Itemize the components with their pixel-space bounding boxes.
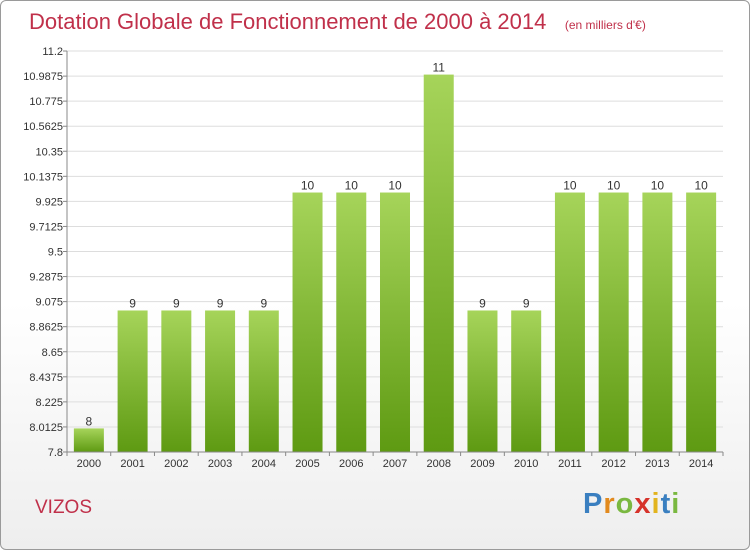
bar-value-label: 9 [479,296,486,310]
x-tick-label: 2012 [601,458,625,470]
bar [423,74,454,453]
bar [554,192,585,452]
bar-value-label: 10 [651,179,665,193]
x-tick-label: 2004 [252,458,276,470]
bar-value-label: 9 [260,296,267,310]
y-tick-label: 8.225 [35,397,63,409]
y-tick-label: 9.2875 [29,272,63,284]
logo-letter: i [671,488,681,520]
y-tick-label: 11.2 [42,46,63,58]
y-tick-label: 9.7125 [29,221,63,233]
bar [73,428,104,452]
y-tick-label: 9.5 [48,247,63,259]
logo-letter: t [660,488,672,520]
bar-value-label: 10 [694,179,708,193]
proxiti-logo: Proxiti [583,488,680,521]
bar-value-label: 10 [345,179,359,193]
bar-value-label: 9 [523,296,530,310]
y-tick-label: 10.5625 [23,121,63,133]
x-tick-label: 2000 [77,458,101,470]
y-tick-label: 10.1375 [23,171,63,183]
y-tick-label: 10.35 [35,146,63,158]
bar [642,192,673,452]
logo-letter: r [603,488,616,520]
logo-letter: P [583,488,604,520]
x-tick-label: 2009 [470,458,494,470]
bar [292,192,323,452]
y-tick-label: 9.925 [35,196,63,208]
bar-value-label: 11 [432,61,445,75]
bar [380,192,410,452]
x-tick-label: 2002 [164,458,188,470]
bar-value-label: 9 [129,296,136,310]
bar-value-label: 10 [607,179,621,193]
bar-value-label: 10 [388,179,402,193]
logo-letter: i [651,488,661,520]
chart-subtitle: (en milliers d'€) [564,18,646,32]
bar [511,310,542,452]
bar [336,192,367,452]
x-tick-label: 2007 [383,458,407,470]
bars [73,74,717,453]
logo-letter: o [615,488,635,520]
x-tick-label: 2005 [295,458,319,470]
x-tick-label: 2006 [339,458,363,470]
bar [686,192,717,452]
bar [248,310,279,452]
title-row: Dotation Globale de Fonctionnement de 20… [29,9,646,35]
y-tick-label: 8.8625 [29,322,63,334]
commune-name: VIZOS [35,497,93,518]
bar [117,310,148,452]
x-tick-label: 2011 [558,458,582,470]
bar-value-label: 9 [173,296,180,310]
y-tick-label: 7.8 [48,447,63,459]
x-tick-label: 2014 [689,458,713,470]
bar-value-label: 8 [86,414,93,428]
bar [467,310,498,452]
bar-value-label: 10 [563,179,577,193]
x-tick-label: 2001 [120,458,144,470]
x-tick-label: 2013 [645,458,669,470]
y-tick-label: 8.0125 [29,422,63,434]
bar-value-label: 9 [217,296,224,310]
x-tick-label: 2010 [514,458,538,470]
axes [63,50,724,456]
bar [205,310,236,452]
bar-value-label: 10 [301,179,315,193]
bar [598,192,629,452]
chart-title: Dotation Globale de Fonctionnement de 20… [29,9,547,34]
x-tick-label: 2008 [426,458,450,470]
bar [161,310,192,452]
logo-letter: x [634,488,652,520]
labels: 7.8 8.0125 8.225 8.4375 8.65 8.8625 9.075 9.287… [23,46,713,470]
y-tick-label: 8.4375 [29,372,63,384]
y-tick-label: 10.775 [29,96,63,108]
x-tick-label: 2003 [208,458,232,470]
y-tick-label: 9.075 [35,297,63,309]
y-tick-label: 8.65 [42,347,63,359]
y-tick-label: 10.9875 [23,71,63,83]
